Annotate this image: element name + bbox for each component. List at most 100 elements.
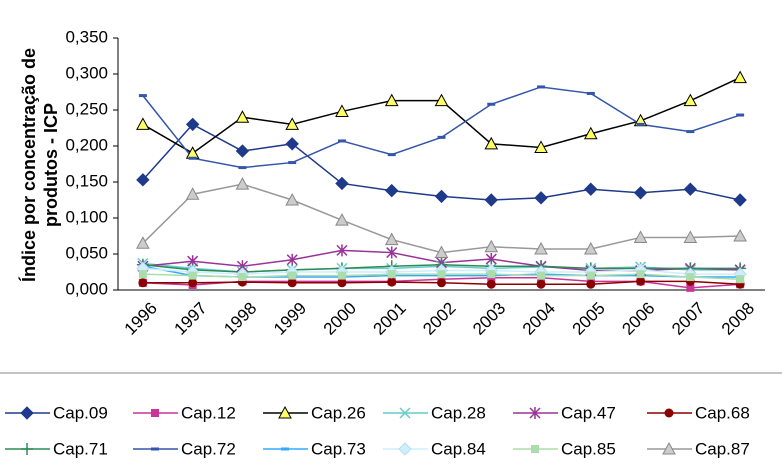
- legend-label: Cap.47: [561, 403, 616, 422]
- marker: [633, 186, 648, 200]
- y-axis-title: produtos - ICP: [41, 103, 61, 227]
- marker: [285, 137, 299, 151]
- marker: [736, 113, 745, 117]
- x-tick-label: 2003: [469, 299, 509, 339]
- marker: [434, 245, 449, 259]
- marker: [288, 161, 297, 165]
- marker: [484, 193, 498, 207]
- legend-label: Cap.73: [311, 439, 366, 458]
- marker: [662, 441, 676, 455]
- marker: [529, 407, 541, 419]
- marker: [285, 192, 300, 206]
- marker: [285, 117, 300, 130]
- y-tick-label: 0,000: [65, 279, 108, 298]
- marker: [434, 93, 449, 107]
- x-tick-label: 1999: [270, 299, 310, 339]
- marker: [384, 232, 399, 246]
- legend-label: Cap.84: [431, 439, 486, 458]
- y-tick-label: 0,250: [65, 99, 108, 118]
- marker: [235, 110, 250, 123]
- x-tick-label: 1996: [121, 299, 161, 339]
- marker: [238, 166, 247, 170]
- marker: [387, 277, 397, 287]
- marker: [387, 153, 396, 157]
- marker: [487, 102, 496, 106]
- marker: [583, 126, 598, 140]
- marker: [138, 270, 147, 279]
- marker: [664, 408, 674, 418]
- marker: [398, 442, 412, 456]
- marker: [586, 91, 595, 95]
- marker: [235, 177, 250, 190]
- y-axis-title: Índice por concentração de: [18, 48, 39, 282]
- marker: [21, 443, 33, 455]
- legend-label: Cap.72: [181, 439, 236, 458]
- x-tick-label: 2005: [569, 299, 609, 339]
- x-tick-label: 1998: [220, 299, 260, 339]
- y-tick-label: 0,100: [65, 207, 108, 226]
- marker: [686, 273, 695, 282]
- marker: [537, 271, 546, 280]
- marker: [586, 279, 596, 289]
- marker: [151, 447, 159, 451]
- marker: [138, 278, 148, 288]
- marker: [336, 244, 348, 257]
- marker: [536, 279, 546, 289]
- marker: [188, 271, 197, 280]
- marker: [537, 85, 546, 89]
- marker: [437, 270, 446, 279]
- marker: [487, 270, 496, 279]
- x-tick-label: 2001: [370, 299, 410, 339]
- marker: [733, 70, 747, 84]
- legend-label: Cap.71: [53, 439, 108, 458]
- marker: [188, 278, 198, 288]
- marker: [138, 94, 147, 98]
- marker: [686, 130, 695, 134]
- marker: [188, 156, 197, 160]
- marker: [185, 117, 200, 132]
- marker: [384, 93, 399, 107]
- y-tick-label: 0,200: [65, 135, 108, 154]
- x-tick-label: 1997: [170, 299, 210, 339]
- marker: [733, 228, 747, 242]
- marker: [287, 278, 297, 288]
- x-tick-label: 2000: [320, 299, 360, 339]
- series-line: [142, 76, 741, 155]
- legend-label: Cap.68: [695, 403, 750, 422]
- x-tick-label: 2002: [419, 299, 459, 339]
- marker: [636, 270, 645, 279]
- marker: [534, 241, 548, 255]
- marker: [434, 189, 449, 204]
- marker: [686, 283, 695, 292]
- marker: [733, 193, 747, 207]
- marker: [583, 241, 598, 255]
- y-tick-label: 0,350: [65, 27, 108, 46]
- marker: [136, 117, 150, 130]
- legend-label: Cap.26: [311, 403, 366, 422]
- marker: [136, 173, 150, 187]
- marker: [636, 276, 646, 286]
- marker: [486, 279, 496, 289]
- marker: [386, 246, 398, 259]
- marker: [288, 271, 297, 280]
- marker: [385, 183, 399, 198]
- series-line: [142, 123, 741, 201]
- marker: [586, 271, 595, 280]
- marker: [235, 144, 250, 158]
- marker: [683, 182, 698, 196]
- legend-label: Cap.87: [695, 439, 750, 458]
- marker: [281, 447, 289, 451]
- legend-label: Cap.12: [181, 403, 236, 422]
- marker: [387, 270, 396, 279]
- y-tick-label: 0,150: [65, 171, 108, 190]
- marker: [633, 230, 648, 243]
- marker: [335, 213, 349, 226]
- marker: [736, 275, 745, 284]
- marker: [238, 273, 247, 282]
- marker: [136, 236, 150, 249]
- marker: [151, 409, 159, 417]
- marker: [337, 139, 346, 143]
- marker: [437, 135, 446, 139]
- marker: [484, 136, 499, 150]
